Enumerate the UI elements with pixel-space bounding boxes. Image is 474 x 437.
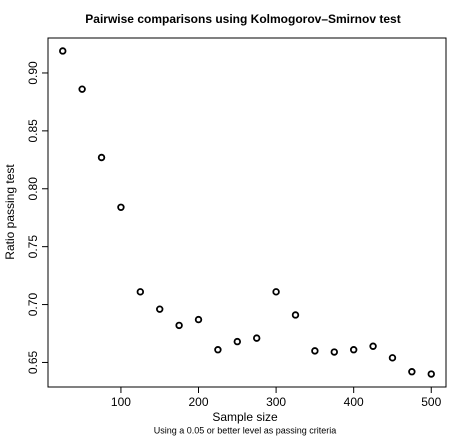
point	[349, 346, 358, 354]
y-tick-label: 0.75	[26, 235, 40, 259]
x-tick-label: 300	[266, 395, 286, 409]
plot-frame	[47, 37, 447, 388]
point	[272, 288, 280, 296]
x-tick-label: 100	[111, 395, 131, 409]
x-tick-label: 500	[421, 395, 441, 409]
point	[427, 370, 435, 378]
point	[291, 311, 300, 319]
x-tick-label: 400	[344, 395, 364, 409]
point	[214, 346, 222, 354]
y-tick-label: 0.80	[26, 177, 40, 201]
point	[136, 288, 145, 296]
y-tick-label: 0.85	[26, 119, 40, 143]
point	[59, 47, 67, 55]
point	[156, 305, 164, 313]
y-tick-label: 0.65	[26, 350, 40, 374]
point	[97, 153, 106, 162]
point	[175, 321, 183, 330]
y-tick-label: 0.90	[26, 61, 40, 85]
chart-title: Pairwise comparisons using Kolmogorov–Sm…	[85, 12, 400, 26]
point	[252, 334, 261, 342]
x-axis-label: Sample size	[212, 410, 278, 424]
point	[78, 85, 86, 93]
y-axis-label: Ratio passing test	[3, 164, 17, 260]
point	[408, 368, 416, 376]
point	[233, 337, 242, 346]
point	[388, 354, 397, 362]
y-tick-label: 0.70	[26, 293, 40, 317]
point	[369, 342, 377, 350]
point	[311, 347, 319, 355]
point	[117, 203, 125, 211]
point	[330, 348, 338, 356]
x-tick-label: 200	[188, 395, 208, 409]
point	[194, 315, 203, 324]
subtitle: Using a 0.05 or better level as passing …	[154, 425, 337, 435]
